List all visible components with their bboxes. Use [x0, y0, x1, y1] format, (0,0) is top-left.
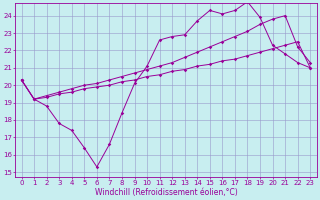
X-axis label: Windchill (Refroidissement éolien,°C): Windchill (Refroidissement éolien,°C) — [94, 188, 237, 197]
